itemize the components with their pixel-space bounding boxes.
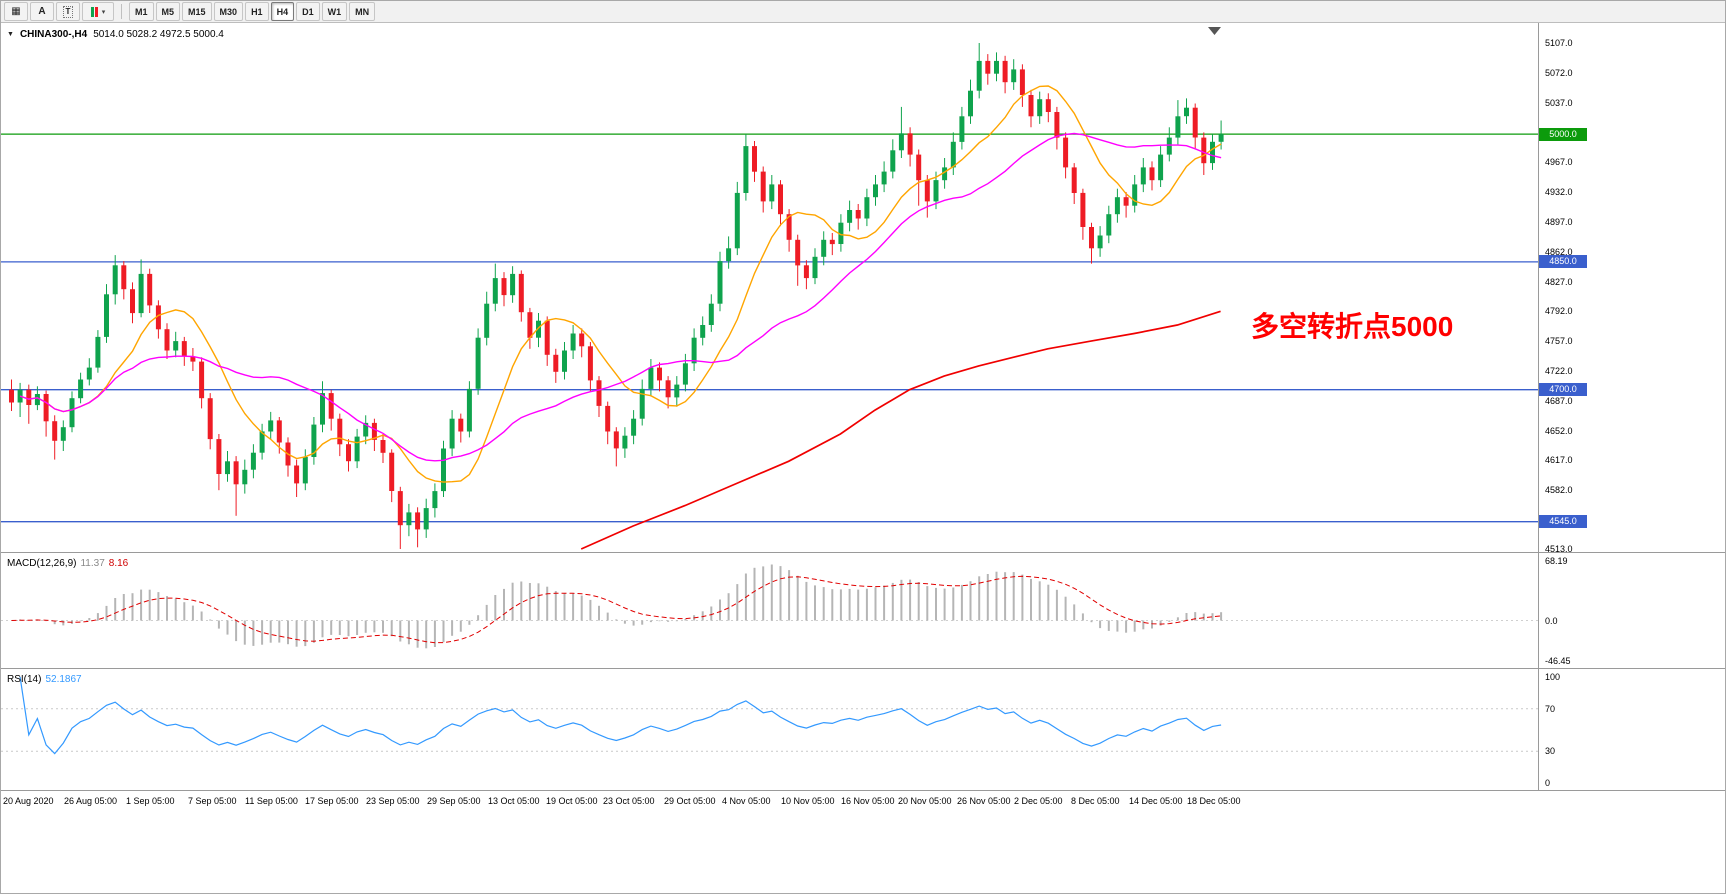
price-tick-label: 4827.0 [1545, 276, 1573, 287]
time-axis-label: 26 Aug 05:00 [64, 796, 118, 806]
timeframe-button-mn[interactable]: MN [349, 2, 376, 21]
time-axis-label: 4 Nov 05:00 [722, 796, 771, 806]
price-tick-label: 4582.0 [1545, 485, 1573, 496]
macd-axis-label: 0.0 [1545, 615, 1558, 626]
main-chart-panel: ▼ CHINA300-,H4 5014.0 5028.2 4972.5 5000… [1, 23, 1538, 553]
timeframe-group: M1 M5 M15 M30 H1 H4 D1 W1 MN [129, 2, 376, 21]
price-tick-label: 4722.0 [1545, 366, 1573, 376]
price-tick-label: 4513.0 [1545, 544, 1573, 554]
price-tick-label: 4967.0 [1545, 157, 1573, 168]
rsi-axis-label: 0 [1545, 778, 1551, 788]
font-tool-button[interactable]: A [30, 2, 54, 21]
chart-text-annotation[interactable]: 多空转折点5000 [1251, 311, 1454, 342]
timeframe-button-m1[interactable]: M1 [129, 2, 154, 21]
price-tick-label: 5037.0 [1545, 97, 1573, 108]
timeframe-button-h4[interactable]: H4 [270, 2, 295, 21]
toolbar-separator [121, 4, 122, 19]
time-axis-label: 23 Oct 05:00 [603, 796, 655, 806]
font-a-icon: A [38, 6, 46, 17]
time-axis-label: 20 Nov 05:00 [898, 796, 952, 806]
time-axis-label: 18 Dec 05:00 [1187, 796, 1241, 806]
text-t-icon: T [62, 5, 74, 18]
panel-separator[interactable] [1, 552, 1725, 553]
time-axis-label: 11 Sep 05:00 [245, 796, 298, 806]
price-line-label: 4850.0 [1539, 255, 1587, 269]
price-tick-label: 4652.0 [1545, 425, 1573, 436]
time-axis-label: 29 Sep 05:00 [427, 796, 481, 806]
time-axis-label: 1 Sep 05:00 [126, 796, 175, 806]
time-axis-label: 13 Oct 05:00 [488, 796, 540, 806]
timeframe-button-h1[interactable]: H1 [245, 2, 269, 21]
time-axis-label: 29 Oct 05:00 [664, 796, 716, 806]
rsi-panel: RSI(14) 52.1867 [1, 669, 1538, 791]
time-axis-label: 20 Aug 2020 [3, 796, 54, 806]
price-line-label: 4545.0 [1539, 515, 1587, 529]
chart-title: ▼ CHINA300-,H4 5014.0 5028.2 4972.5 5000… [7, 29, 224, 40]
macd-axis-label: 68.19 [1545, 556, 1568, 566]
timeframe-button-m5[interactable]: M5 [155, 2, 181, 21]
time-axis-label: 10 Nov 05:00 [781, 796, 835, 806]
time-axis-separator [1, 790, 1725, 791]
ohlc-values: 5014.0 5028.2 4972.5 5000.4 [93, 29, 224, 40]
main-chart-canvas[interactable] [1, 23, 1538, 553]
macd-axis-label: -46.45 [1545, 656, 1571, 666]
time-axis-label: 16 Nov 05:00 [841, 796, 895, 806]
price-tick-label: 4757.0 [1545, 336, 1573, 347]
time-axis[interactable]: 20 Aug 2020 26 Aug 05:00 1 Sep 05:00 7 Sep … [1, 791, 1538, 813]
time-axis-label: 19 Oct 05:00 [546, 796, 598, 806]
macd-label: MACD(12,26,9) 11.37 8.16 [7, 558, 129, 569]
time-axis-label: 17 Sep 05:00 [305, 796, 359, 806]
timeframe-button-m30[interactable]: M30 [213, 2, 244, 21]
timeframe-button-w1[interactable]: W1 [321, 2, 348, 21]
price-tick-label: 4792.0 [1545, 306, 1573, 317]
price-tick-label: 4617.0 [1545, 455, 1573, 466]
time-axis-label: 8 Dec 05:00 [1071, 796, 1120, 806]
time-axis-label: 7 Sep 05:00 [188, 796, 237, 806]
charts-grid-button[interactable]: ▦ [4, 2, 28, 21]
timeframe-button-d1[interactable]: D1 [296, 2, 320, 21]
time-axis-label: 2 Dec 05:00 [1014, 796, 1063, 806]
panel-separator[interactable] [1, 668, 1725, 669]
price-axis-border [1538, 23, 1539, 791]
toolbar: ▦ A T ▾ M1 M5 M15 M30 H1 H4 D1 W1 MN [1, 1, 1725, 23]
price-tick-label: 4897.0 [1545, 216, 1573, 227]
price-line-label: 4700.0 [1539, 383, 1587, 397]
time-axis-label: 23 Sep 05:00 [366, 796, 420, 806]
price-tick-label: 5072.0 [1545, 67, 1573, 78]
rsi-canvas[interactable] [1, 669, 1538, 791]
charts-grid-icon: ▦ [11, 6, 21, 17]
candles-icon [90, 6, 100, 17]
symbol-period-label: CHINA300-,H4 [19, 29, 88, 40]
text-tool-button[interactable]: T [56, 2, 80, 21]
price-tick-label: 5107.0 [1545, 38, 1573, 48]
time-axis-label: 14 Dec 05:00 [1129, 796, 1183, 806]
price-tick-label: 4687.0 [1545, 395, 1573, 406]
price-axis[interactable]: 5107.0 5072.0 5037.0 4967.0 4932.0 4897.0 4862… [1539, 23, 1725, 791]
rsi-axis-label: 100 [1545, 672, 1561, 682]
price-line-label: 5000.0 [1539, 127, 1587, 141]
rsi-label: RSI(14) 52.1867 [7, 674, 82, 685]
chevron-down-icon: ▾ [101, 8, 106, 16]
symbol-caret-icon: ▼ [7, 31, 14, 38]
time-axis-label: 26 Nov 05:00 [957, 796, 1011, 806]
rsi-axis-label: 30 [1545, 746, 1556, 757]
timeframe-button-m15[interactable]: M15 [182, 2, 212, 21]
objects-dropdown-button[interactable]: ▾ [82, 2, 114, 21]
rsi-axis-label: 70 [1545, 703, 1556, 714]
macd-panel: MACD(12,26,9) 11.37 8.16 [1, 553, 1538, 669]
price-tick-label: 4932.0 [1545, 187, 1573, 198]
price-tick-label: 4862.0 [1545, 246, 1573, 257]
macd-canvas[interactable] [1, 553, 1538, 669]
